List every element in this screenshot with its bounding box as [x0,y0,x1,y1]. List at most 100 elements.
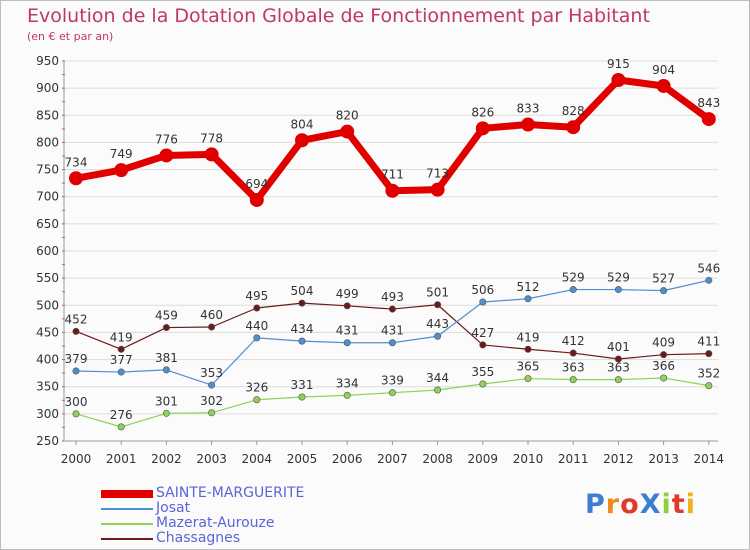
x-tick-label: 2004 [242,452,273,466]
logo-letter: t [671,489,686,520]
data-label: 363 [607,361,630,375]
data-point [72,327,80,335]
data-label: 409 [652,336,675,350]
data-point [660,287,668,295]
data-point [434,386,442,394]
y-tick-label: 400 [36,353,59,367]
x-tick-label: 2013 [648,452,679,466]
x-tick-label: 2014 [694,452,725,466]
y-tick-label: 550 [36,271,59,285]
data-label: 431 [381,324,404,338]
data-label: 529 [607,271,630,285]
data-point [388,339,396,347]
data-label: 804 [291,117,314,131]
data-point [159,148,174,163]
y-tick-label: 950 [36,54,59,68]
data-point [114,163,129,178]
data-label: 412 [562,334,585,348]
data-point [434,301,442,309]
data-label: 734 [65,155,88,169]
data-point [72,410,80,418]
data-label: 460 [200,308,223,322]
data-point [614,286,622,294]
data-label: 828 [562,104,585,118]
data-label: 778 [200,131,223,145]
data-label: 344 [426,371,449,385]
data-label: 694 [245,177,268,191]
data-label: 904 [652,63,675,77]
data-point [705,382,713,390]
data-label: 353 [200,366,223,380]
data-point [479,380,487,388]
data-label: 501 [426,286,449,300]
data-label: 459 [155,309,178,323]
data-point [385,183,400,198]
data-point [343,339,351,347]
data-point [660,374,668,382]
data-label: 401 [607,340,630,354]
data-point [162,324,170,332]
data-point [660,351,668,359]
data-label: 352 [697,367,720,381]
legend-label: Josat [156,500,191,516]
y-tick-label: 750 [36,163,59,177]
data-label: 334 [336,376,359,390]
x-tick-label: 2003 [196,452,227,466]
data-point [72,367,80,375]
data-point [614,376,622,384]
legend-swatch [101,538,153,540]
data-point [298,393,306,401]
data-label: 820 [336,109,359,123]
data-label: 546 [697,261,720,275]
data-label: 776 [155,132,178,146]
data-point [117,423,125,431]
data-point [569,286,577,294]
data-point [253,304,261,312]
data-label: 379 [65,352,88,366]
legend-label: SAINTE-MARGUERITE [156,485,305,501]
data-point [388,389,396,397]
legend-label: Mazerat-Aurouze [156,515,275,531]
data-point [343,302,351,310]
data-label: 411 [697,335,720,349]
data-point [430,182,445,197]
data-label: 495 [245,289,268,303]
data-point [524,345,532,353]
data-point [566,120,581,135]
data-point [479,298,487,306]
data-point [204,147,219,162]
data-label: 300 [65,395,88,409]
data-label: 493 [381,290,404,304]
x-tick-label: 2007 [377,452,408,466]
data-label: 529 [562,271,585,285]
data-label: 377 [110,353,133,367]
data-point [253,334,261,342]
data-label: 826 [471,105,494,119]
data-point [295,133,309,148]
x-tick-label: 2009 [468,452,499,466]
data-label: 276 [110,408,133,422]
data-label: 301 [155,394,178,408]
logo-letter: r [605,489,621,520]
legend-swatch [101,508,153,510]
x-tick-label: 2005 [287,452,318,466]
x-tick-label: 2012 [603,452,634,466]
data-label: 915 [607,57,630,71]
y-tick-label: 350 [36,380,59,394]
logo-letter: o [620,489,640,520]
data-point [614,355,622,363]
data-point [340,124,355,139]
data-label: 419 [517,330,540,344]
logo-letter: i [661,489,672,520]
data-label: 443 [426,317,449,331]
data-point [569,349,577,357]
proxiti-logo: ProXiti [585,489,696,520]
data-point [521,117,535,132]
y-tick-label: 300 [36,407,59,421]
data-point [479,341,487,349]
data-label: 355 [471,365,494,379]
legend-swatch [101,523,153,525]
data-label: 713 [426,167,449,181]
data-point [249,192,264,207]
data-label: 326 [245,381,268,395]
